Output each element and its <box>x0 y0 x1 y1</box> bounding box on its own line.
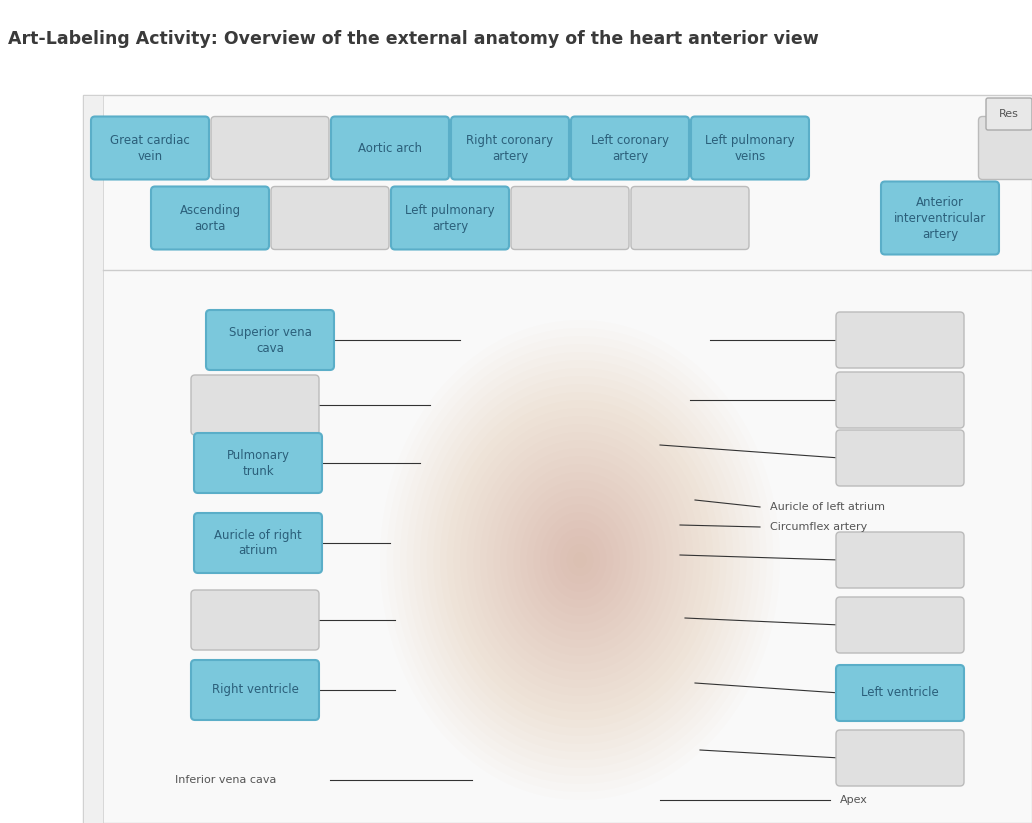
FancyBboxPatch shape <box>836 372 964 428</box>
FancyBboxPatch shape <box>191 590 319 650</box>
Text: Ascending
aorta: Ascending aorta <box>180 203 240 233</box>
Text: Circumflex artery: Circumflex artery <box>770 522 867 532</box>
FancyBboxPatch shape <box>836 532 964 588</box>
FancyBboxPatch shape <box>986 98 1032 130</box>
FancyBboxPatch shape <box>194 433 322 493</box>
Text: Art-Labeling Activity: Overview of the external anatomy of the heart anterior vi: Art-Labeling Activity: Overview of the e… <box>8 30 818 48</box>
Text: Superior vena
cava: Superior vena cava <box>228 326 312 355</box>
Text: Left pulmonary
veins: Left pulmonary veins <box>705 133 795 162</box>
Text: Anterior
interventricular
artery: Anterior interventricular artery <box>894 196 987 240</box>
Text: Left pulmonary
artery: Left pulmonary artery <box>406 203 494 233</box>
FancyBboxPatch shape <box>211 117 329 179</box>
Text: Aortic arch: Aortic arch <box>358 142 422 155</box>
Text: Inferior vena cava: Inferior vena cava <box>175 775 277 785</box>
Text: Right ventricle: Right ventricle <box>212 683 298 696</box>
Text: Left ventricle: Left ventricle <box>861 686 939 700</box>
FancyBboxPatch shape <box>691 117 809 179</box>
Text: Pulmonary
trunk: Pulmonary trunk <box>226 449 290 477</box>
FancyBboxPatch shape <box>631 187 749 249</box>
Text: Auricle of left atrium: Auricle of left atrium <box>770 502 885 512</box>
FancyBboxPatch shape <box>836 312 964 368</box>
FancyBboxPatch shape <box>881 182 999 254</box>
FancyBboxPatch shape <box>191 660 319 720</box>
Bar <box>83 95 103 823</box>
Text: Great cardiac
vein: Great cardiac vein <box>110 133 190 162</box>
Text: Auricle of right
atrium: Auricle of right atrium <box>214 528 302 557</box>
Text: Right coronary
artery: Right coronary artery <box>466 133 553 162</box>
FancyBboxPatch shape <box>206 310 334 370</box>
FancyBboxPatch shape <box>151 187 269 249</box>
FancyBboxPatch shape <box>191 375 319 435</box>
FancyBboxPatch shape <box>451 117 569 179</box>
FancyBboxPatch shape <box>836 730 964 786</box>
FancyBboxPatch shape <box>391 187 509 249</box>
FancyBboxPatch shape <box>271 187 389 249</box>
Bar <box>83 95 1032 823</box>
FancyBboxPatch shape <box>571 117 689 179</box>
Text: Left coronary
artery: Left coronary artery <box>591 133 669 162</box>
FancyBboxPatch shape <box>836 430 964 486</box>
FancyBboxPatch shape <box>331 117 449 179</box>
FancyBboxPatch shape <box>836 597 964 653</box>
FancyBboxPatch shape <box>511 187 628 249</box>
Text: Res: Res <box>999 109 1019 119</box>
FancyBboxPatch shape <box>836 665 964 721</box>
FancyBboxPatch shape <box>978 117 1032 179</box>
Text: Apex: Apex <box>840 795 868 805</box>
FancyBboxPatch shape <box>194 513 322 573</box>
FancyBboxPatch shape <box>91 117 209 179</box>
